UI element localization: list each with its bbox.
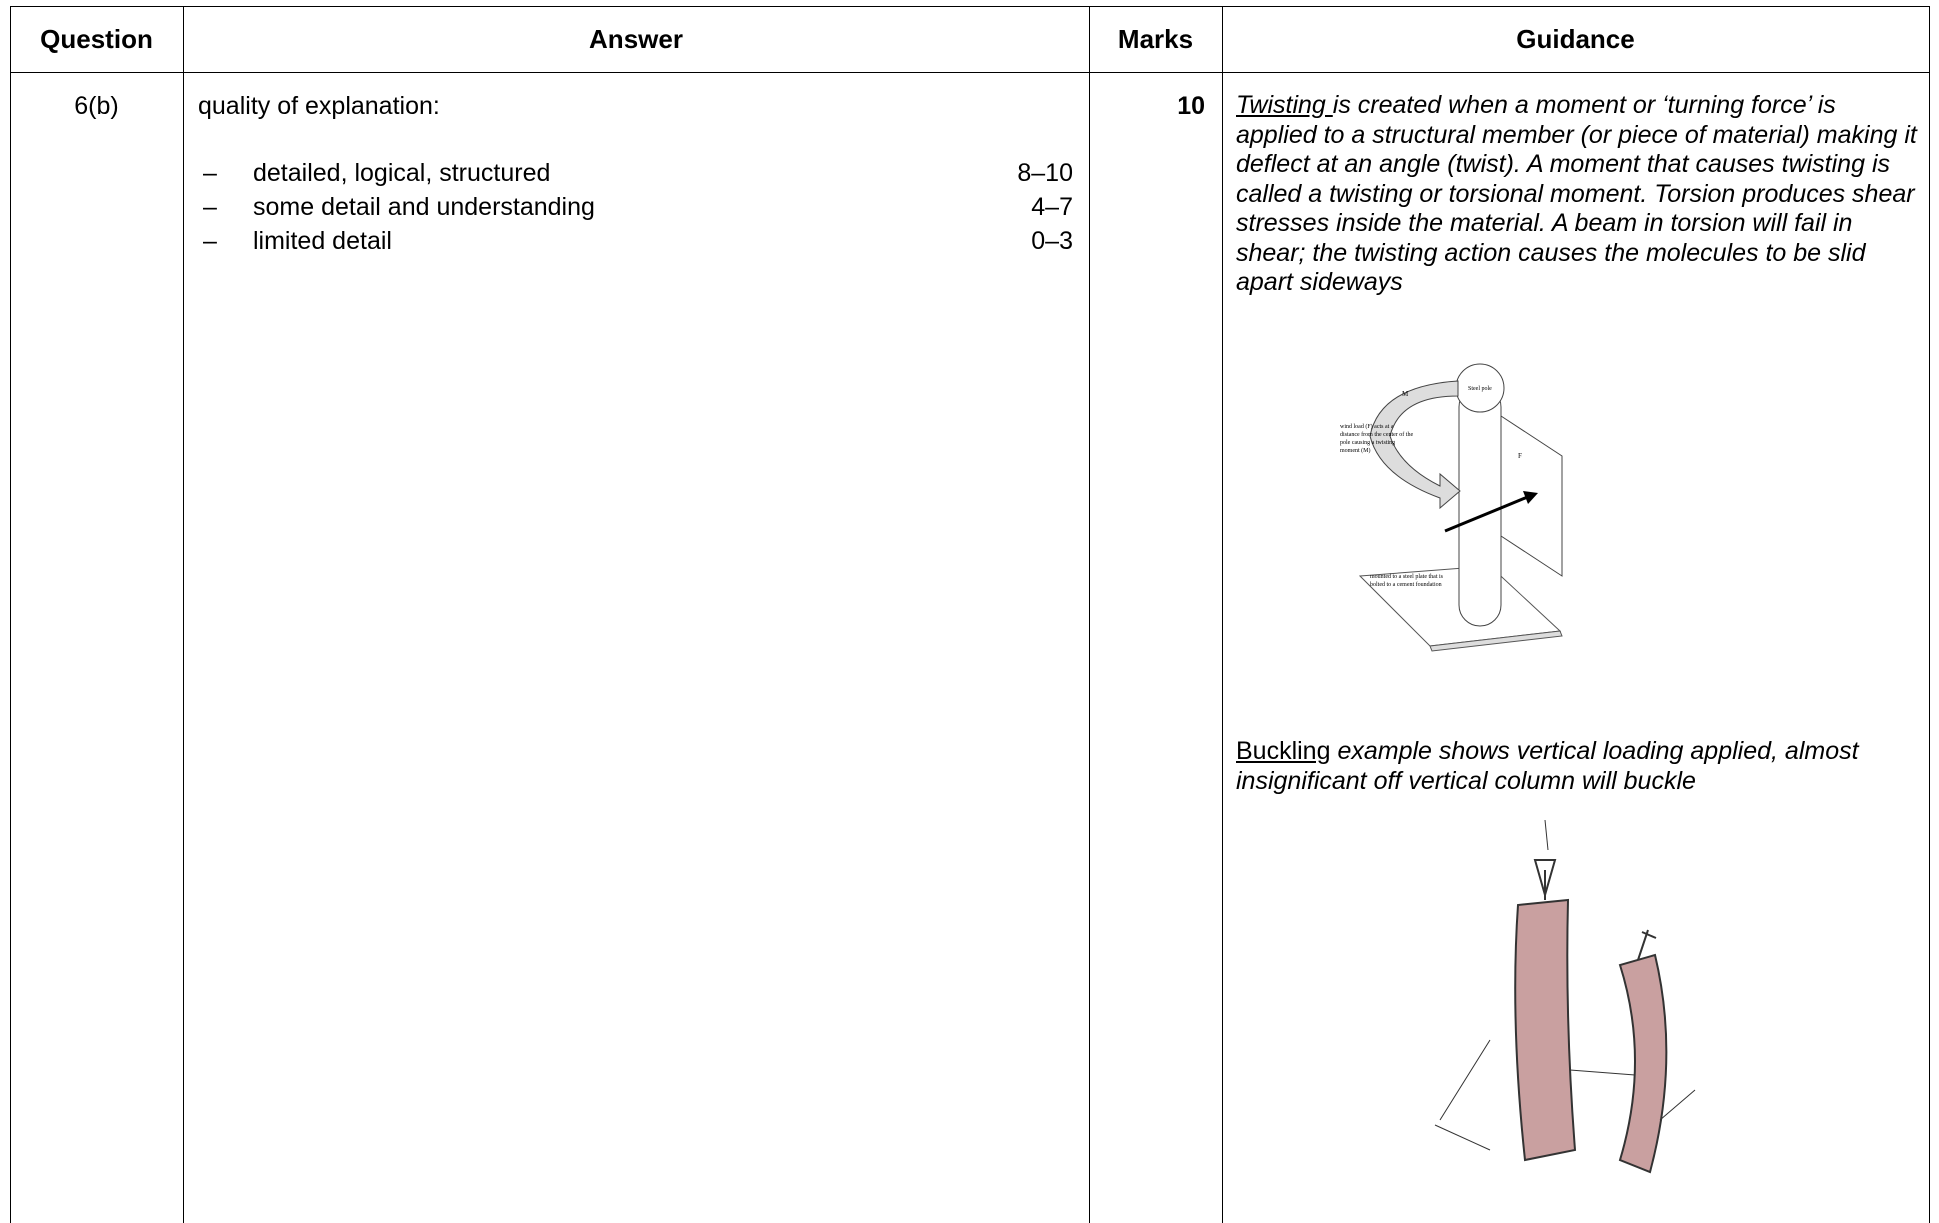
guidance-buckling: Buckling example shows vertical loading … [1236,737,1922,796]
load-arrow [1533,859,1557,900]
arrowhead [1523,491,1538,504]
table-border [183,6,184,1223]
column [1514,898,1577,1162]
table-border [10,6,1930,7]
twisting-diagram: M Steel pole wind load (F) acts at a dis… [1340,363,1563,652]
diagram-label: wind load (F) acts at a [1340,423,1394,430]
header-cell: Guidance [1516,24,1635,54]
diagram-label: bolted to a cement foundation [1370,581,1442,588]
bullet: – [203,227,217,255]
buckled-column [1618,953,1668,1174]
table-border [10,72,1930,73]
level-text: limited detail [253,227,392,255]
moment-arrow [1369,380,1461,510]
diagram-label: F [1518,452,1522,460]
table-border [1929,6,1930,1223]
header-cell: Question [40,24,153,54]
level-marks: 8–10 [1017,159,1073,187]
pole [1458,385,1502,627]
force-arrow [1444,494,1531,533]
diagram-label: moment (M) [1340,447,1371,454]
buckling-diagram [1434,820,1696,1174]
diagram-label: M [1402,390,1409,398]
bullet: – [203,159,217,187]
sketch-line [1569,1069,1696,1121]
level-marks: 0–3 [1031,227,1073,255]
table-border [1089,6,1090,1223]
guidance-twisting: Twisting is created when a moment or ‘tu… [1236,91,1922,298]
table-border [1222,6,1223,1223]
guidance-text: example shows vertical loading applied, … [1236,737,1859,795]
load-arrow [1637,929,1657,961]
table-border [10,6,11,1223]
bullet: – [203,193,217,221]
level-text: detailed, logical, structured [253,159,551,187]
answer-intro: quality of explanation: [198,92,440,120]
level-text: some detail and understanding [253,193,595,221]
header-cell: Answer [589,24,683,54]
plate-edge [1429,630,1563,652]
header-cell: Marks [1117,24,1194,54]
guidance-text: is created when a moment or ‘turning for… [1236,91,1917,296]
diagram-label: mounted to a steel plate that is [1370,574,1444,580]
diagram-label: distance from the center of the [1340,431,1413,438]
diagram-label: Steel pole [1468,386,1492,392]
term: Buckling [1236,737,1331,765]
term: Twisting [1236,91,1333,119]
load-line [1544,820,1549,851]
question-number: 6(b) [74,92,119,120]
ground-line [1434,1039,1491,1151]
marks: 10 [1177,92,1205,120]
diagram-label: pole causing a twisting [1340,440,1395,446]
level-marks: 4–7 [1031,193,1073,221]
